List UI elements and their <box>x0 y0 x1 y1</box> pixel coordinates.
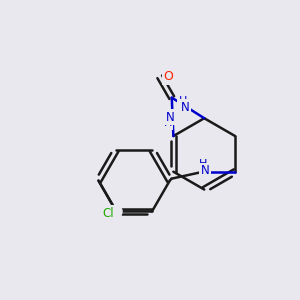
Text: H: H <box>199 159 207 169</box>
Text: N: N <box>166 111 175 124</box>
Text: Cl: Cl <box>102 207 114 220</box>
Text: N: N <box>200 164 209 177</box>
Text: H: H <box>164 118 172 128</box>
Text: N: N <box>181 100 189 114</box>
Text: H: H <box>179 96 187 106</box>
Text: O: O <box>163 70 173 83</box>
